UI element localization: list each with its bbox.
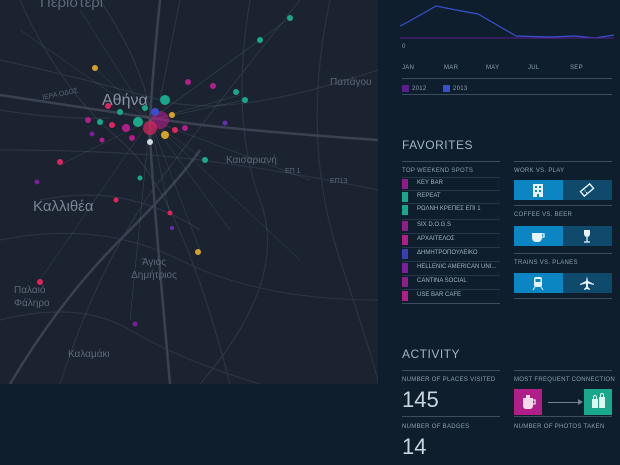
spot-item[interactable]: KEY BAR [402, 177, 500, 190]
timeline-line-2013 [400, 5, 614, 39]
coffee-half[interactable] [514, 226, 563, 246]
spot-item[interactable]: SIX D.O.G.S [402, 219, 500, 232]
spot-item[interactable]: ΑΡΧΑΙΤΕΛΟΣ [402, 233, 500, 246]
legend-swatch-2013 [443, 85, 450, 92]
spot-color-swatch [402, 235, 408, 245]
frequent-connection-label: MOST FREQUENT CONNECTION [514, 377, 615, 383]
map-label-palaio-faliro: Παλαιό Φάληρο [14, 285, 50, 309]
spot-color-swatch [402, 249, 408, 259]
spot-item[interactable]: ΡΩΛΝΗ ΚΡΕΠΕΣ ΕΠΙ 1 [402, 203, 500, 216]
places-divider [402, 416, 500, 417]
spot-color-swatch [402, 263, 408, 273]
spots-bottom-divider [402, 303, 500, 304]
trains-half[interactable] [514, 273, 563, 293]
planes-half[interactable] [563, 273, 612, 293]
spot-label: SIX D.O.G.S [417, 222, 452, 228]
timeline-month-sep: SEP [570, 65, 583, 71]
favorites-title: FAVORITES [402, 138, 473, 152]
badges-label: NUMBER OF BADGES [402, 424, 470, 430]
spot-color-swatch [402, 291, 408, 301]
wine-glass-icon [584, 230, 590, 243]
map-canvas [0, 0, 378, 384]
comparisons-bottom-divider [514, 298, 612, 299]
connection-divider [514, 416, 612, 417]
map-label-kalamaki: Καλαμάκι [68, 349, 110, 360]
legend-label-2012: 2012 [412, 86, 427, 92]
places-visited-label: NUMBER OF PLACES VISITED [402, 377, 496, 383]
spot-color-swatch [402, 192, 408, 202]
trains-planes-divider [514, 253, 612, 254]
legend-swatch-2012 [402, 85, 409, 92]
spot-item[interactable]: HELLENIC AMERICAN UNI... [402, 261, 500, 274]
coffee-cup-icon [532, 233, 545, 242]
train-icon [532, 277, 544, 291]
timeline-month-jan: JAN [402, 65, 415, 71]
shopping-bags-icon [592, 393, 605, 408]
work-play-divider [514, 161, 612, 162]
map-label-ep1: ΕΠ 1 [285, 168, 301, 175]
activity-title: ACTIVITY [402, 347, 461, 361]
work-vs-play-bar[interactable] [514, 180, 612, 200]
places-visited-value: 145 [402, 387, 439, 412]
connection-arrow-head [578, 399, 583, 405]
work-vs-play-title: WORK VS. PLAY [514, 168, 565, 174]
map-label-kallithea: Καλλιθέα [33, 198, 94, 215]
activity-divider-left [402, 370, 500, 371]
timeline-month-jul: JUL [528, 65, 540, 71]
legend-divider [402, 94, 612, 95]
photos-taken-label: NUMBER OF PHOTOS TAKEN [514, 424, 605, 430]
play-half[interactable] [563, 180, 612, 200]
map-label-kaisariani: Καισαριανή [226, 155, 277, 166]
spot-item[interactable]: USE BAR CAFE [402, 289, 500, 302]
coffee-pot-icon [523, 395, 536, 409]
checkins-timeline-chart [400, 5, 614, 39]
spot-label: ΑΡΧΑΙΤΕΛΟΣ [417, 236, 455, 242]
spot-label: REPEAT [417, 193, 441, 199]
connection-to-tile[interactable] [584, 389, 612, 415]
office-building-icon [533, 184, 543, 197]
activity-divider-right [514, 370, 612, 371]
connection-from-tile[interactable] [514, 389, 542, 415]
map-label-papagou: Παπάγου [330, 77, 372, 88]
work-half[interactable] [514, 180, 563, 200]
spot-label: USE BAR CAFE [417, 292, 462, 298]
beer-half[interactable] [563, 226, 612, 246]
coffee-vs-beer-title: COFFEE VS. BEER [514, 212, 573, 218]
map-label-peristeri: Περιστέρι [40, 0, 104, 11]
spot-item[interactable]: REPEAT [402, 190, 500, 203]
coffee-beer-divider [514, 205, 612, 206]
map-footer [0, 384, 378, 465]
coffee-vs-beer-bar[interactable] [514, 226, 612, 246]
badges-value: 14 [402, 434, 427, 459]
trains-vs-planes-title: TRAINS VS. PLANES [514, 260, 578, 266]
timeline-divider [402, 78, 612, 79]
spot-label: ΔΗΜΗΤΡΟΠΟΥΛΕΙΚΟ [417, 250, 478, 256]
spot-color-swatch [402, 179, 408, 189]
spot-label: HELLENIC AMERICAN UNI... [417, 264, 497, 270]
spots-divider [402, 161, 500, 162]
spot-label: KEY BAR [417, 180, 443, 186]
ticket-icon [579, 182, 595, 198]
spot-color-swatch [402, 277, 408, 287]
airplane-icon [580, 276, 594, 290]
top-spots-title: TOP WEEKEND SPOTS [402, 168, 474, 174]
map-label-ep13: ΕΠ13 [330, 178, 348, 185]
legend-label-2013: 2013 [453, 86, 468, 92]
map-label-agios-dimitrios: Άγιος Δημήτριος [131, 257, 177, 281]
spot-color-swatch [402, 205, 408, 215]
map-label-athens: Αθήνα [102, 92, 148, 109]
timeline-zero-label: 0 [402, 44, 406, 50]
connection-arrow-line [548, 402, 578, 403]
trains-vs-planes-bar[interactable] [514, 273, 612, 293]
spot-item[interactable]: ΔΗΜΗΤΡΟΠΟΥΛΕΙΚΟ [402, 247, 500, 260]
spot-label: CANTINA SOCIAL [417, 278, 467, 284]
timeline-month-may: MAY [486, 65, 500, 71]
spot-item[interactable]: CANTINA SOCIAL [402, 275, 500, 288]
checkin-map[interactable]: Περιστέρι Αθήνα ΙΕΡΑ ΟΔΟΣ Παπάγου Καισαρ… [0, 0, 378, 384]
spot-color-swatch [402, 221, 408, 231]
spot-label: ΡΩΛΝΗ ΚΡΕΠΕΣ ΕΠΙ 1 [417, 206, 481, 212]
timeline-month-mar: MAR [444, 65, 459, 71]
